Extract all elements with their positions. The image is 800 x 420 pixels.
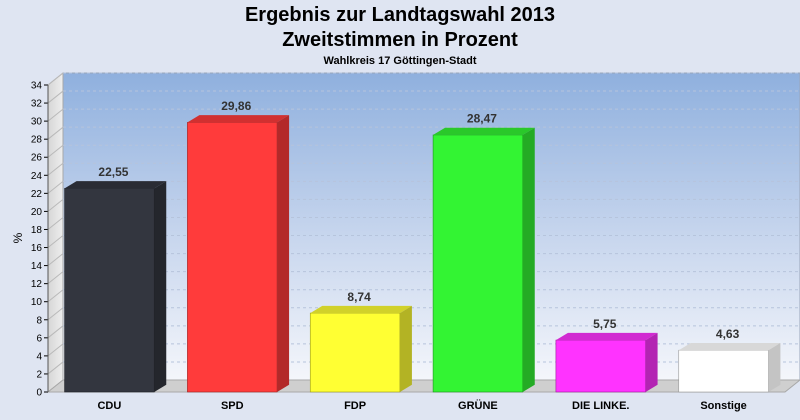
chart-subsubtitle: Wahlkreis 17 Göttingen-Stadt — [323, 55, 477, 67]
y-tick-label: 0 — [36, 388, 42, 399]
data-label: 5,75 — [593, 317, 617, 331]
wall-gridline — [47, 217, 64, 230]
bar-sonstige: 4,63 Sonstige — [678, 327, 781, 412]
wall-gridline — [47, 199, 64, 212]
data-label: 28,47 — [467, 112, 497, 126]
bar-gr-ne: 28,47 GRÜNE — [432, 112, 535, 412]
wall-gridline — [47, 90, 64, 104]
y-tick-label: 8 — [36, 315, 42, 326]
x-tick-label: FDP — [344, 400, 366, 412]
bar-top — [187, 115, 290, 123]
wall-gridline — [47, 162, 64, 176]
y-tick-label: 22 — [31, 189, 43, 200]
bar-front — [678, 349, 769, 393]
wall-gridline — [47, 343, 64, 357]
y-tick-label: 12 — [31, 279, 43, 290]
y-tick-label: 4 — [36, 351, 42, 362]
bar-front — [309, 312, 401, 393]
y-axis-label: % — [11, 232, 25, 243]
bar-side — [277, 115, 290, 392]
y-tick-label: 14 — [31, 261, 43, 272]
bar-top — [310, 305, 412, 314]
bar-top — [555, 332, 658, 341]
y-tick-label: 30 — [31, 117, 43, 128]
x-tick-label: CDU — [97, 400, 121, 412]
bar-front — [432, 134, 524, 393]
bar-top — [64, 181, 167, 189]
bar-side — [154, 181, 167, 392]
y-tick-label: 10 — [31, 297, 43, 308]
bar-side — [522, 127, 535, 392]
y-tick-label: 18 — [31, 225, 43, 236]
y-tick-label: 2 — [36, 369, 42, 380]
y-tick-label: 20 — [31, 207, 43, 218]
wall-gridline — [47, 289, 64, 303]
bar-front — [64, 188, 155, 393]
data-label: 29,86 — [221, 99, 251, 113]
bar-spd: 29,86 SPD — [187, 99, 290, 412]
bar-front — [555, 339, 646, 393]
y-tick-label: 32 — [31, 99, 43, 110]
wall-gridline — [47, 180, 64, 194]
x-tick-label: SPD — [221, 400, 244, 412]
data-label: 22,55 — [98, 165, 128, 179]
y-tick-label: 28 — [31, 135, 43, 146]
y-tick-label: 24 — [31, 171, 43, 182]
wall-gridline — [47, 307, 64, 321]
bar-top — [433, 127, 535, 135]
x-tick-label: DIE LINKE. — [572, 400, 629, 412]
bar-side — [645, 332, 658, 392]
bar-die-linke: 5,75 DIE LINKE. — [555, 317, 658, 412]
y-tick-label: 6 — [36, 333, 42, 344]
y-tick-label: 34 — [31, 81, 43, 92]
y-tick-label: 16 — [31, 243, 43, 254]
wall-gridline — [47, 126, 64, 140]
plot-background — [62, 72, 800, 381]
y-tick-label: 26 — [31, 153, 43, 164]
wall-gridline — [47, 72, 64, 86]
data-label: 8,74 — [347, 290, 371, 304]
bar-fdp: 8,74 FDP — [309, 290, 412, 412]
chart-title: Ergebnis zur Landtagswahl 2013 — [244, 4, 556, 26]
wall-gridline — [47, 144, 64, 158]
wall-gridline — [47, 271, 64, 285]
bar-side — [399, 305, 412, 392]
x-tick-label: Sonstige — [700, 400, 746, 412]
bar-front — [187, 122, 278, 393]
bar-cdu: 22,55 CDU — [64, 165, 167, 412]
bar-side — [768, 342, 781, 392]
wall-gridline — [47, 361, 64, 375]
chart-subtitle: Zweitstimmen in Prozent — [282, 29, 518, 51]
wall-gridline — [47, 235, 64, 248]
wall-gridline — [47, 108, 64, 122]
plot-left-wall — [47, 71, 64, 394]
wall-gridline — [47, 325, 64, 339]
bar-top — [678, 342, 781, 351]
wall-gridline — [47, 253, 64, 266]
data-label: 4,63 — [716, 327, 740, 341]
x-tick-label: GRÜNE — [458, 399, 498, 412]
